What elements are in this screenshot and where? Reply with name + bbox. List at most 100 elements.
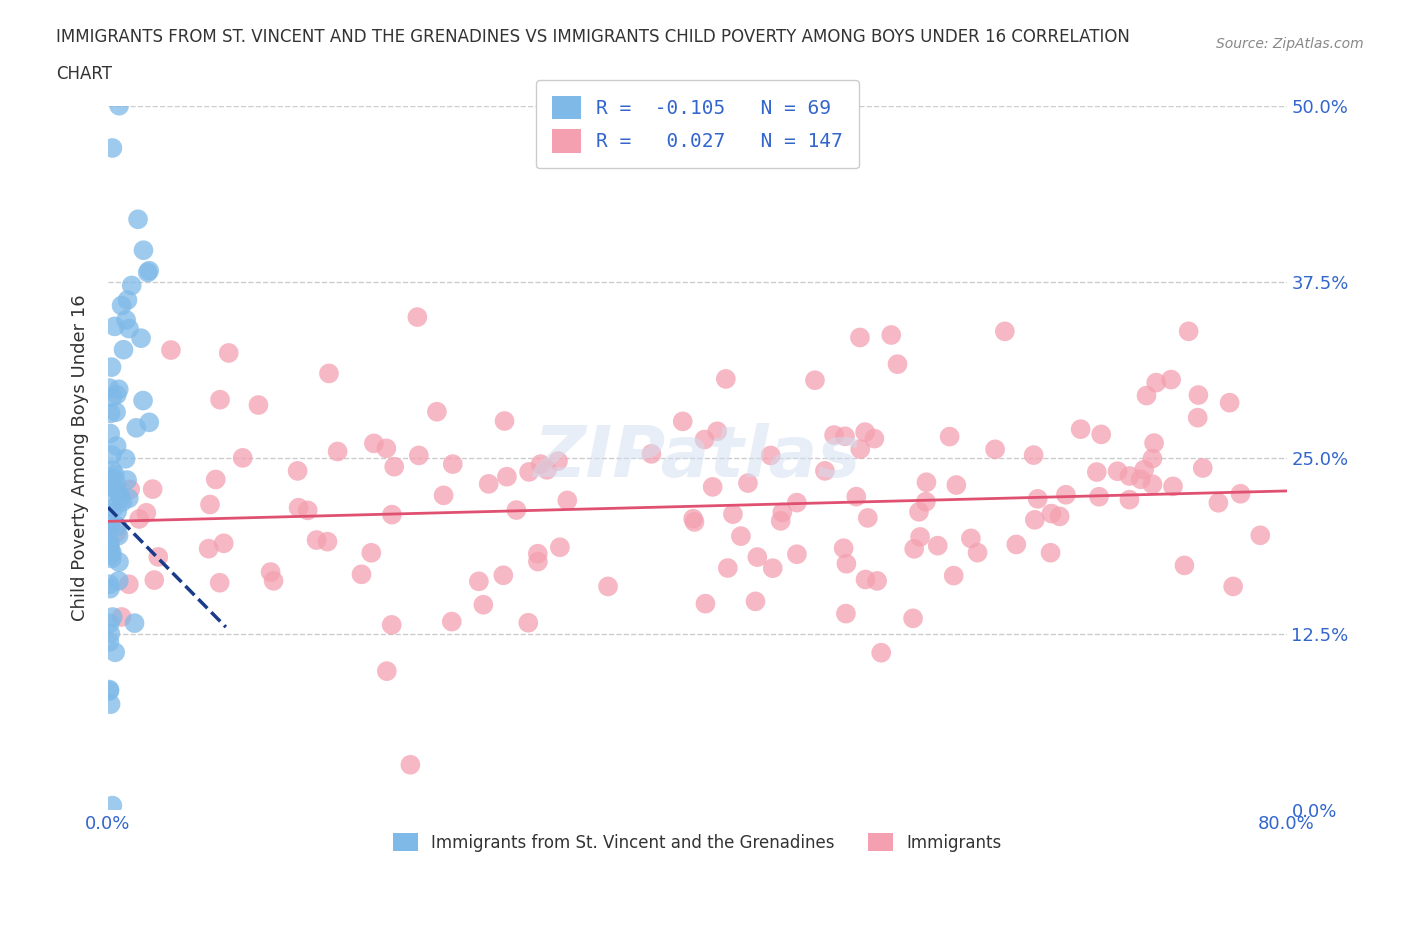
Point [786,495,808,510]
Point [1160,372,1182,387]
Point [1040,506,1063,521]
Point [1142,477,1164,492]
Point [927,538,949,553]
Point [98,682,121,697]
Point [204,472,226,487]
Point [107,382,129,397]
Point [682,512,704,526]
Point [1144,375,1167,390]
Point [98,478,121,493]
Point [505,502,527,517]
Point [98,426,121,441]
Point [1022,447,1045,462]
Point [101,471,124,485]
Point [112,342,135,357]
Point [382,459,405,474]
Point [863,432,886,446]
Point [98,475,121,490]
Point [966,545,988,560]
Point [536,462,558,477]
Point [100,406,122,421]
Point [105,504,128,519]
Point [714,371,737,386]
Point [693,432,716,447]
Point [117,293,139,308]
Point [426,405,449,419]
Point [672,414,695,429]
Point [107,574,129,589]
Point [478,476,501,491]
Point [132,393,155,408]
Point [994,324,1017,339]
Point [316,534,339,549]
Point [101,140,124,155]
Point [108,99,131,113]
Point [1187,388,1209,403]
Point [132,243,155,258]
Point [105,519,128,534]
Point [101,447,124,462]
Point [104,319,127,334]
Point [901,611,924,626]
Point [915,494,938,509]
Point [1133,462,1156,477]
Point [596,579,619,594]
Point [786,547,808,562]
Point [942,568,965,583]
Point [98,535,121,550]
Legend: Immigrants from St. Vincent and the Grenadines, Immigrants: Immigrants from St. Vincent and the Gren… [387,827,1008,858]
Point [849,442,872,457]
Point [548,539,571,554]
Point [441,457,464,472]
Point [1026,491,1049,506]
Point [762,561,785,576]
Point [440,614,463,629]
Point [1135,388,1157,403]
Point [107,528,129,543]
Point [127,212,149,227]
Point [835,606,858,621]
Point [104,644,127,659]
Text: CHART: CHART [56,65,112,83]
Point [110,299,132,313]
Point [1129,472,1152,486]
Point [432,488,454,503]
Point [960,531,983,546]
Point [375,441,398,456]
Point [128,512,150,526]
Point [115,312,138,327]
Point [945,478,967,493]
Point [886,357,908,372]
Point [853,425,876,440]
Point [747,550,769,565]
Point [702,480,724,495]
Point [98,548,121,563]
Point [640,446,662,461]
Point [142,482,165,497]
Point [120,482,142,497]
Text: IMMIGRANTS FROM ST. VINCENT AND THE GRENADINES VS IMMIGRANTS CHILD POVERTY AMONG: IMMIGRANTS FROM ST. VINCENT AND THE GREN… [56,28,1130,46]
Point [517,464,540,479]
Point [160,342,183,357]
Point [118,577,141,591]
Point [98,538,121,552]
Point [114,451,136,466]
Point [770,505,793,520]
Point [101,390,124,405]
Point [101,546,124,561]
Point [287,463,309,478]
Point [326,444,349,458]
Point [209,392,232,407]
Text: ZIPatlas: ZIPatlas [534,423,860,493]
Point [208,576,231,591]
Point [98,616,121,631]
Point [1107,464,1129,479]
Point [1085,465,1108,480]
Point [717,561,740,576]
Point [695,596,717,611]
Y-axis label: Child Poverty Among Boys Under 16: Child Poverty Among Boys Under 16 [72,295,89,621]
Point [350,567,373,582]
Point [118,491,141,506]
Point [101,609,124,624]
Point [100,541,122,556]
